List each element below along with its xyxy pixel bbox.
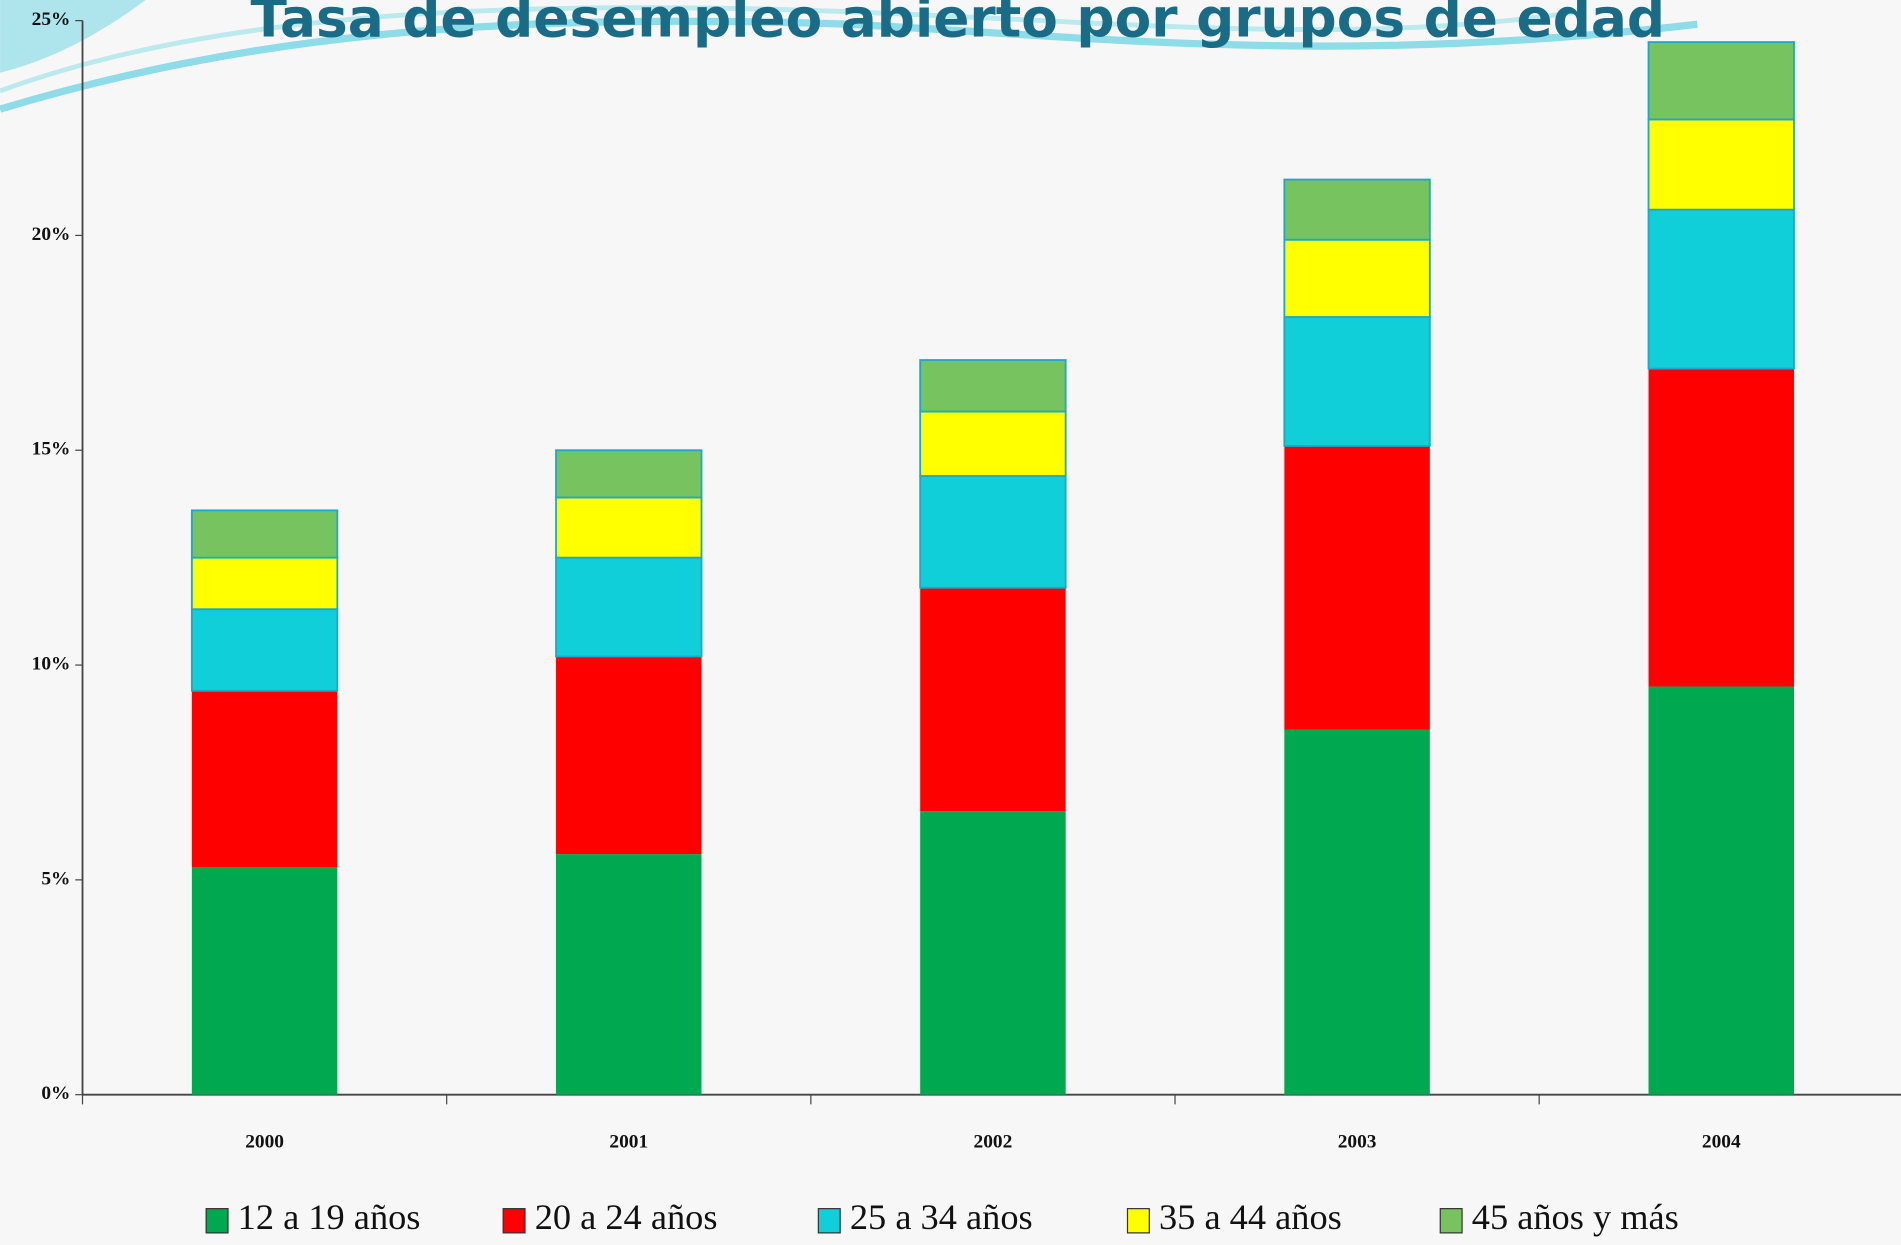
y-tick-label: 25% [32, 9, 71, 30]
bar-segment [1649, 42, 1794, 119]
legend-swatch [503, 1209, 525, 1233]
y-tick-label: 0% [41, 1083, 70, 1104]
bar-segment [192, 691, 337, 867]
x-tick-label: 2004 [1702, 1132, 1741, 1153]
bar-segment [556, 558, 701, 657]
page: Tasa de desempleo abierto por grupos de … [0, 0, 1901, 1245]
bar-segment [556, 497, 701, 557]
bar-segment [1649, 369, 1794, 687]
bar-segment [1649, 687, 1794, 1095]
x-tick-label: 2001 [609, 1132, 648, 1153]
legend-label: 25 a 34 años [850, 1197, 1033, 1237]
bar-segment [1284, 446, 1429, 730]
legend-label: 35 a 44 años [1159, 1197, 1342, 1237]
x-tick-label: 2002 [974, 1132, 1013, 1153]
legend-label: 20 a 24 años [535, 1197, 718, 1237]
legend-swatch [1440, 1209, 1462, 1233]
bar-segment [192, 510, 337, 557]
bar-segment [1649, 119, 1794, 209]
y-tick-label: 5% [41, 868, 70, 889]
legend-label: 12 a 19 años [238, 1197, 421, 1237]
legend-label: 45 años y más [1472, 1197, 1679, 1237]
bar-segment [920, 588, 1065, 811]
bar-segment [556, 656, 701, 854]
chart-title: Tasa de desempleo abierto por grupos de … [250, 0, 1665, 49]
bar-segment [556, 854, 701, 1095]
bar-segment [920, 476, 1065, 588]
bar-segment [192, 609, 337, 691]
y-tick-label: 15% [32, 439, 71, 460]
bar-segment [1284, 240, 1429, 317]
chart: Tasa de desempleo abierto por grupos de … [0, 0, 1901, 1245]
legend-swatch [206, 1209, 228, 1233]
bar-segment [920, 412, 1065, 476]
bar-segment [192, 867, 337, 1095]
bar-segment [1649, 210, 1794, 369]
bar-segment [1284, 729, 1429, 1094]
y-tick-label: 20% [32, 224, 71, 245]
bar-segment [556, 450, 701, 497]
bar-segment [1284, 317, 1429, 446]
x-tick-label: 2000 [245, 1132, 284, 1153]
bar-segment [920, 360, 1065, 412]
bar-segment [1284, 180, 1429, 240]
legend-swatch [1127, 1209, 1149, 1233]
legend-swatch [818, 1209, 840, 1233]
bar-segment [920, 811, 1065, 1095]
x-tick-label: 2003 [1338, 1132, 1377, 1153]
bar-segment [192, 558, 337, 610]
y-tick-label: 10% [32, 654, 71, 675]
